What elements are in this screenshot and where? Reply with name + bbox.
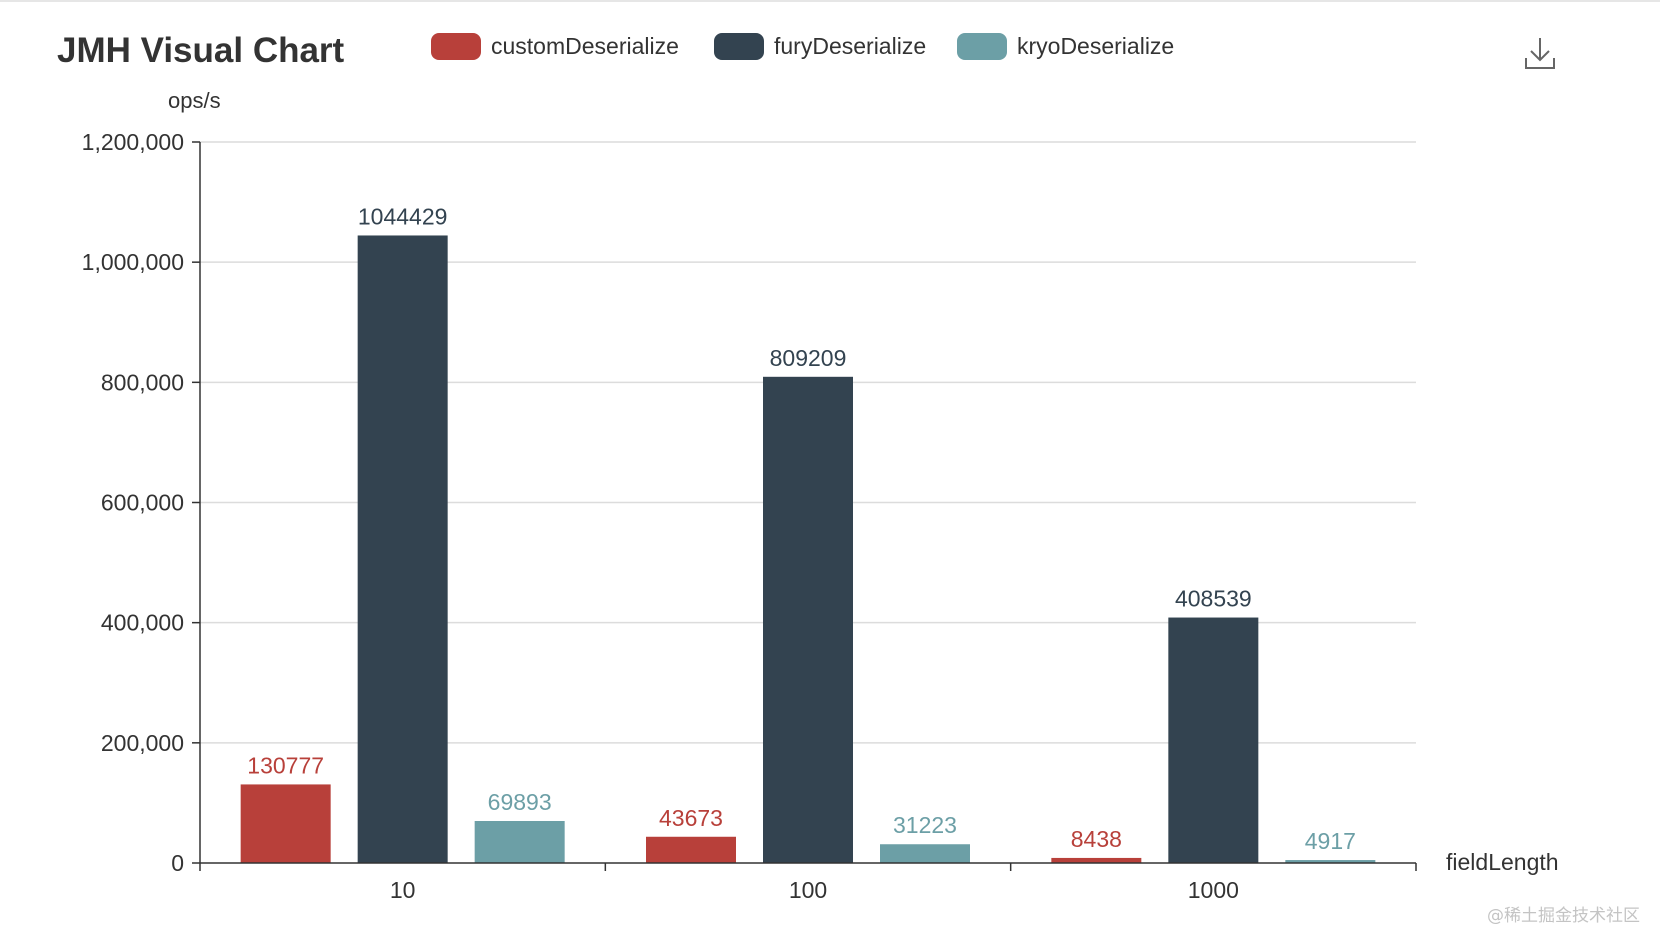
bar-customDeserialize-10[interactable]: [240, 784, 331, 863]
data-label: 8438: [1071, 826, 1122, 852]
y-tick-label: 0: [171, 850, 184, 876]
y-tick-label: 400,000: [101, 610, 184, 636]
legend-label: customDeserialize: [491, 33, 679, 59]
chart-title: JMH Visual Chart: [57, 31, 345, 70]
download-icon[interactable]: [1519, 32, 1561, 74]
legend: customDeserialize furyDeserialize kryoDese…: [431, 33, 1174, 60]
bars: 130777 1044429 69893 43673 809209 31223 8438 40…: [240, 203, 1376, 864]
bar-furyDeserialize-10[interactable]: [357, 235, 448, 864]
x-tick-label: 1000: [1188, 877, 1239, 903]
x-tick-label: 100: [789, 877, 827, 903]
legend-swatch: [957, 33, 1007, 60]
y-tick-label: 1,000,000: [82, 249, 184, 275]
data-label: 31223: [893, 812, 957, 838]
bar-furyDeserialize-1000[interactable]: [1168, 617, 1259, 863]
data-label: 130777: [247, 752, 324, 778]
data-label: 1044429: [358, 203, 448, 229]
y-tick-label: 1,200,000: [82, 129, 184, 155]
legend-item-kryoDeserialize[interactable]: kryoDeserialize: [957, 33, 1174, 60]
legend-swatch: [431, 33, 481, 60]
data-label: 69893: [488, 789, 552, 815]
bar-furyDeserialize-100[interactable]: [763, 376, 853, 863]
y-tick-label: 800,000: [101, 369, 184, 395]
x-axis-label: fieldLength: [1446, 849, 1559, 875]
y-axis-label: ops/s: [168, 88, 221, 113]
bar-kryoDeserialize-10[interactable]: [474, 821, 565, 863]
y-tick-label: 200,000: [101, 730, 184, 756]
watermark: @稀土掘金技术社区: [1487, 906, 1640, 926]
bar-kryoDeserialize-100[interactable]: [880, 844, 970, 863]
data-label: 408539: [1175, 586, 1252, 612]
data-label: 4917: [1305, 828, 1356, 854]
x-axis: 10 100 1000: [199, 862, 1417, 903]
bar-kryoDeserialize-1000[interactable]: [1285, 860, 1376, 863]
x-tick-label: 10: [390, 877, 416, 903]
data-label: 43673: [659, 805, 723, 831]
bar-customDeserialize-100[interactable]: [646, 836, 736, 863]
legend-item-customDeserialize[interactable]: customDeserialize: [431, 33, 679, 60]
legend-label: kryoDeserialize: [1017, 33, 1174, 59]
data-label: 809209: [770, 345, 847, 371]
top-border: [0, 0, 1660, 2]
legend-label: furyDeserialize: [774, 33, 926, 59]
bar-customDeserialize-1000[interactable]: [1051, 857, 1142, 863]
legend-swatch: [714, 33, 764, 60]
legend-item-furyDeserialize[interactable]: furyDeserialize: [714, 33, 926, 60]
y-axis: 0 200,000 400,000 600,000 800,000 1,000,000 1,…: [82, 129, 201, 876]
y-tick-label: 600,000: [101, 490, 184, 516]
